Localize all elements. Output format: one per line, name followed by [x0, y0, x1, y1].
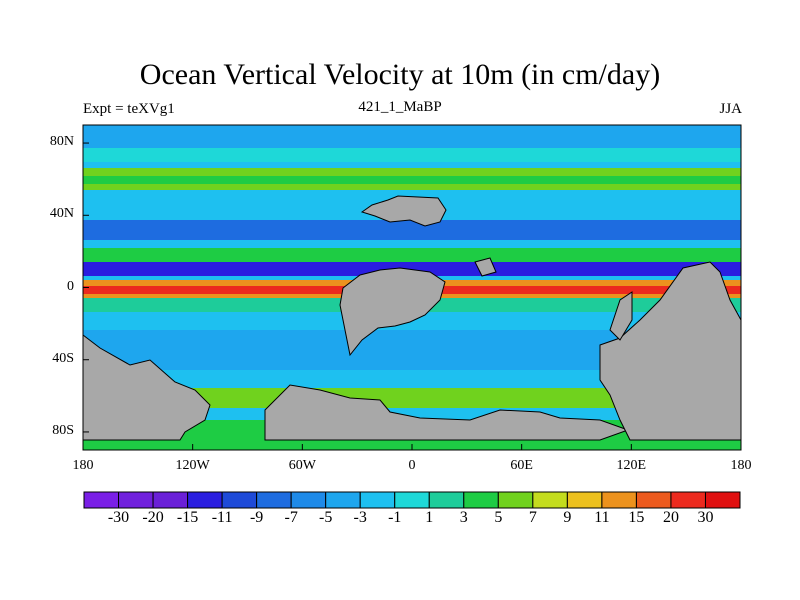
equatorial-north-band: [83, 262, 741, 276]
latitude-label: 80S: [52, 422, 74, 438]
run-id-label: 421_1_MaBP: [358, 99, 442, 115]
colorbar-label: 5: [494, 509, 503, 526]
longitude-label: 180: [730, 458, 752, 473]
longitude-label: 120E: [616, 458, 647, 473]
longitude-label: 180: [72, 458, 94, 473]
experiment-label: Expt = teXVg1: [83, 101, 175, 117]
land-europe: [360, 195, 447, 227]
land-south-america: [82, 333, 211, 441]
latitude-label: 80N: [49, 134, 74, 150]
colorbar-label: 20: [662, 509, 679, 526]
colorbar-label: -20: [142, 509, 164, 526]
colorbar-label: 9: [563, 509, 572, 526]
colorbar-label: 11: [594, 509, 610, 526]
colorbar-label: 3: [459, 509, 468, 526]
season-label: JJA: [719, 101, 742, 117]
land-asia-australia: [599, 261, 742, 441]
longitude-label: 0: [408, 458, 416, 473]
colorbar-label: 7: [528, 509, 537, 526]
colorbar-label: -11: [211, 509, 233, 526]
colorbar-label: 30: [697, 509, 714, 526]
longitude-label: 60E: [510, 458, 533, 473]
colorbar-label: -5: [319, 509, 333, 526]
subarctic-band: [83, 148, 741, 162]
land-antarctica: [264, 384, 630, 441]
land-arabia: [474, 257, 497, 277]
southern-ocean-band: [83, 388, 741, 408]
land-africa: [339, 267, 446, 357]
north-downwelling-band: [83, 220, 741, 240]
map-title: Ocean Vertical Velocity at 10m (in cm/da…: [139, 58, 661, 91]
colorbar-label: -30: [107, 509, 130, 526]
latitude-label: 0: [67, 278, 74, 294]
latitude-label: 40S: [52, 350, 74, 366]
colorbar-label: 15: [628, 509, 645, 526]
colorbar-label: -3: [353, 509, 367, 526]
longitude-label: 60W: [288, 458, 316, 473]
colorbar-label: -7: [284, 509, 298, 526]
land-indonesia: [609, 291, 633, 341]
longitude-label: 120W: [175, 458, 210, 473]
colorbar-label: -15: [176, 509, 199, 526]
land-masses: [82, 195, 742, 441]
latitude-label: 40N: [49, 206, 74, 222]
north-upwelling-core: [83, 176, 741, 184]
colorbar-label: -1: [388, 509, 402, 526]
tropical-north-band: [83, 248, 741, 262]
colorbar-label: -9: [249, 509, 264, 526]
colorbar-label: 1: [425, 509, 434, 526]
axis-ticks: [82, 142, 742, 450]
